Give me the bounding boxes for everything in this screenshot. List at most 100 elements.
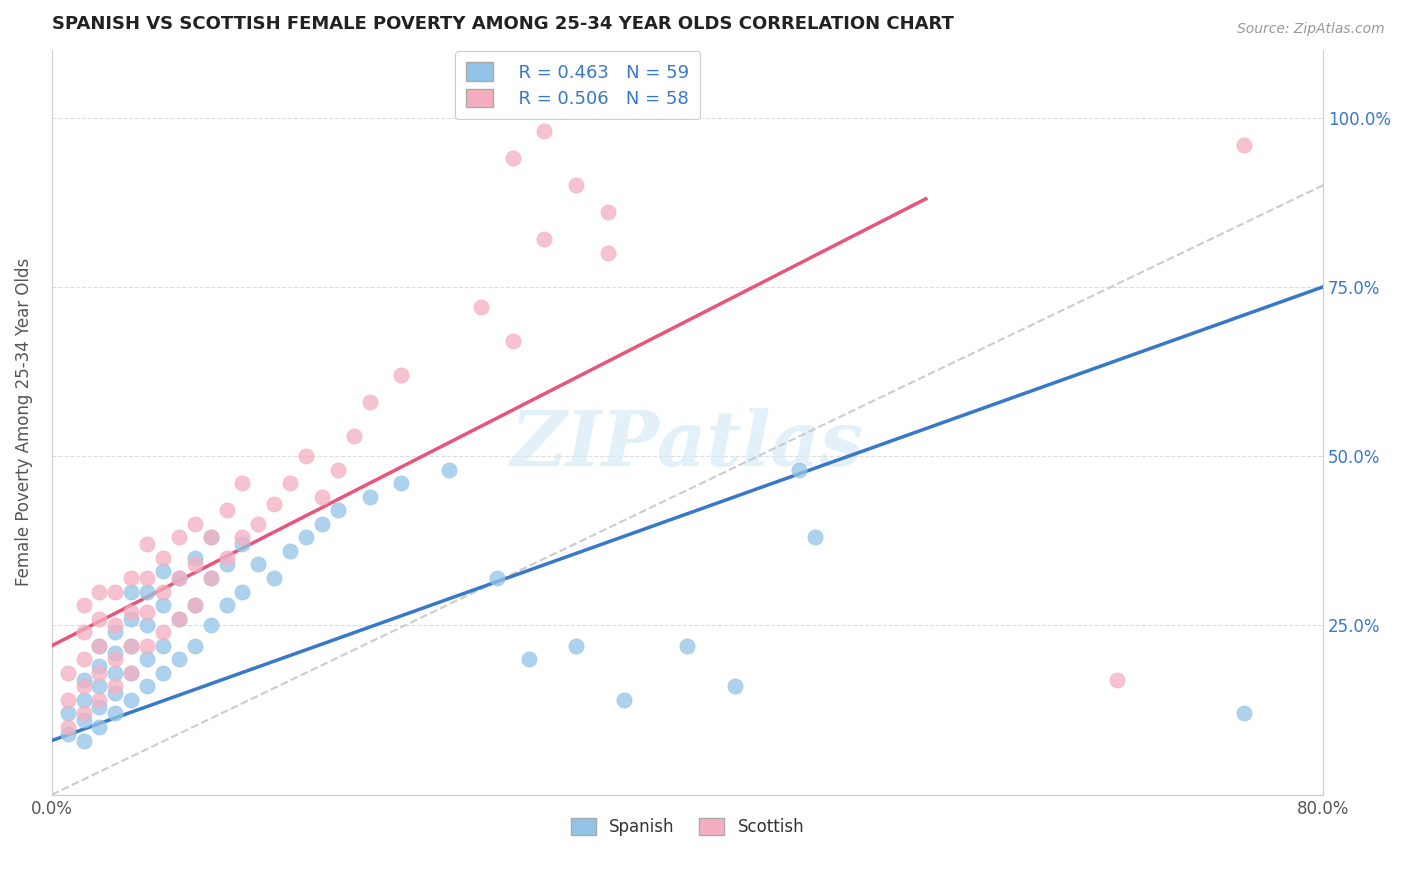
Point: [167, 652, 190, 666]
Point: [263, 496, 285, 510]
Point: [247, 516, 270, 531]
Point: [613, 693, 636, 707]
Point: [89, 612, 111, 626]
Point: [787, 463, 810, 477]
Point: [311, 490, 333, 504]
Point: [89, 720, 111, 734]
Point: [215, 550, 238, 565]
Point: [326, 503, 349, 517]
Point: [200, 618, 222, 632]
Point: [200, 571, 222, 585]
Point: [56, 727, 79, 741]
Point: [136, 639, 159, 653]
Point: [136, 605, 159, 619]
Point: [136, 679, 159, 693]
Point: [152, 665, 174, 680]
Point: [184, 598, 207, 612]
Point: [533, 124, 555, 138]
Point: [72, 693, 94, 707]
Point: [104, 646, 127, 660]
Point: [89, 699, 111, 714]
Point: [1233, 706, 1256, 721]
Point: [136, 571, 159, 585]
Text: Source: ZipAtlas.com: Source: ZipAtlas.com: [1237, 22, 1385, 37]
Point: [517, 652, 540, 666]
Point: [533, 232, 555, 246]
Point: [167, 612, 190, 626]
Point: [89, 639, 111, 653]
Point: [72, 713, 94, 727]
Point: [120, 605, 142, 619]
Point: [167, 571, 190, 585]
Point: [152, 598, 174, 612]
Point: [89, 659, 111, 673]
Point: [167, 612, 190, 626]
Point: [1105, 673, 1128, 687]
Point: [1233, 137, 1256, 152]
Point: [565, 178, 588, 193]
Point: [676, 639, 699, 653]
Point: [152, 564, 174, 578]
Point: [295, 449, 318, 463]
Point: [247, 558, 270, 572]
Point: [72, 652, 94, 666]
Point: [184, 550, 207, 565]
Point: [278, 544, 301, 558]
Point: [120, 665, 142, 680]
Point: [184, 639, 207, 653]
Point: [120, 665, 142, 680]
Point: [437, 463, 460, 477]
Point: [311, 516, 333, 531]
Point: [803, 530, 825, 544]
Point: [56, 706, 79, 721]
Point: [152, 584, 174, 599]
Point: [596, 205, 619, 219]
Point: [72, 679, 94, 693]
Point: [184, 516, 207, 531]
Point: [184, 558, 207, 572]
Point: [215, 598, 238, 612]
Point: [215, 503, 238, 517]
Point: [231, 476, 253, 491]
Point: [167, 571, 190, 585]
Point: [136, 652, 159, 666]
Point: [389, 476, 412, 491]
Point: [104, 706, 127, 721]
Point: [104, 686, 127, 700]
Point: [89, 693, 111, 707]
Point: [104, 584, 127, 599]
Point: [120, 571, 142, 585]
Point: [72, 625, 94, 640]
Point: [152, 550, 174, 565]
Point: [231, 537, 253, 551]
Point: [724, 679, 747, 693]
Point: [470, 300, 492, 314]
Point: [120, 639, 142, 653]
Point: [200, 530, 222, 544]
Point: [72, 673, 94, 687]
Point: [215, 558, 238, 572]
Point: [72, 733, 94, 747]
Point: [72, 706, 94, 721]
Point: [502, 334, 524, 348]
Point: [502, 151, 524, 165]
Point: [359, 395, 381, 409]
Y-axis label: Female Poverty Among 25-34 Year Olds: Female Poverty Among 25-34 Year Olds: [15, 258, 32, 586]
Point: [104, 625, 127, 640]
Point: [136, 618, 159, 632]
Text: ZIPatlas: ZIPatlas: [510, 408, 865, 482]
Text: SPANISH VS SCOTTISH FEMALE POVERTY AMONG 25-34 YEAR OLDS CORRELATION CHART: SPANISH VS SCOTTISH FEMALE POVERTY AMONG…: [52, 15, 953, 33]
Point: [120, 693, 142, 707]
Point: [200, 530, 222, 544]
Point: [136, 584, 159, 599]
Legend: Spanish, Scottish: Spanish, Scottish: [561, 808, 814, 846]
Point: [200, 571, 222, 585]
Point: [263, 571, 285, 585]
Point: [120, 639, 142, 653]
Point: [295, 530, 318, 544]
Point: [152, 625, 174, 640]
Point: [89, 639, 111, 653]
Point: [104, 652, 127, 666]
Point: [104, 679, 127, 693]
Point: [72, 598, 94, 612]
